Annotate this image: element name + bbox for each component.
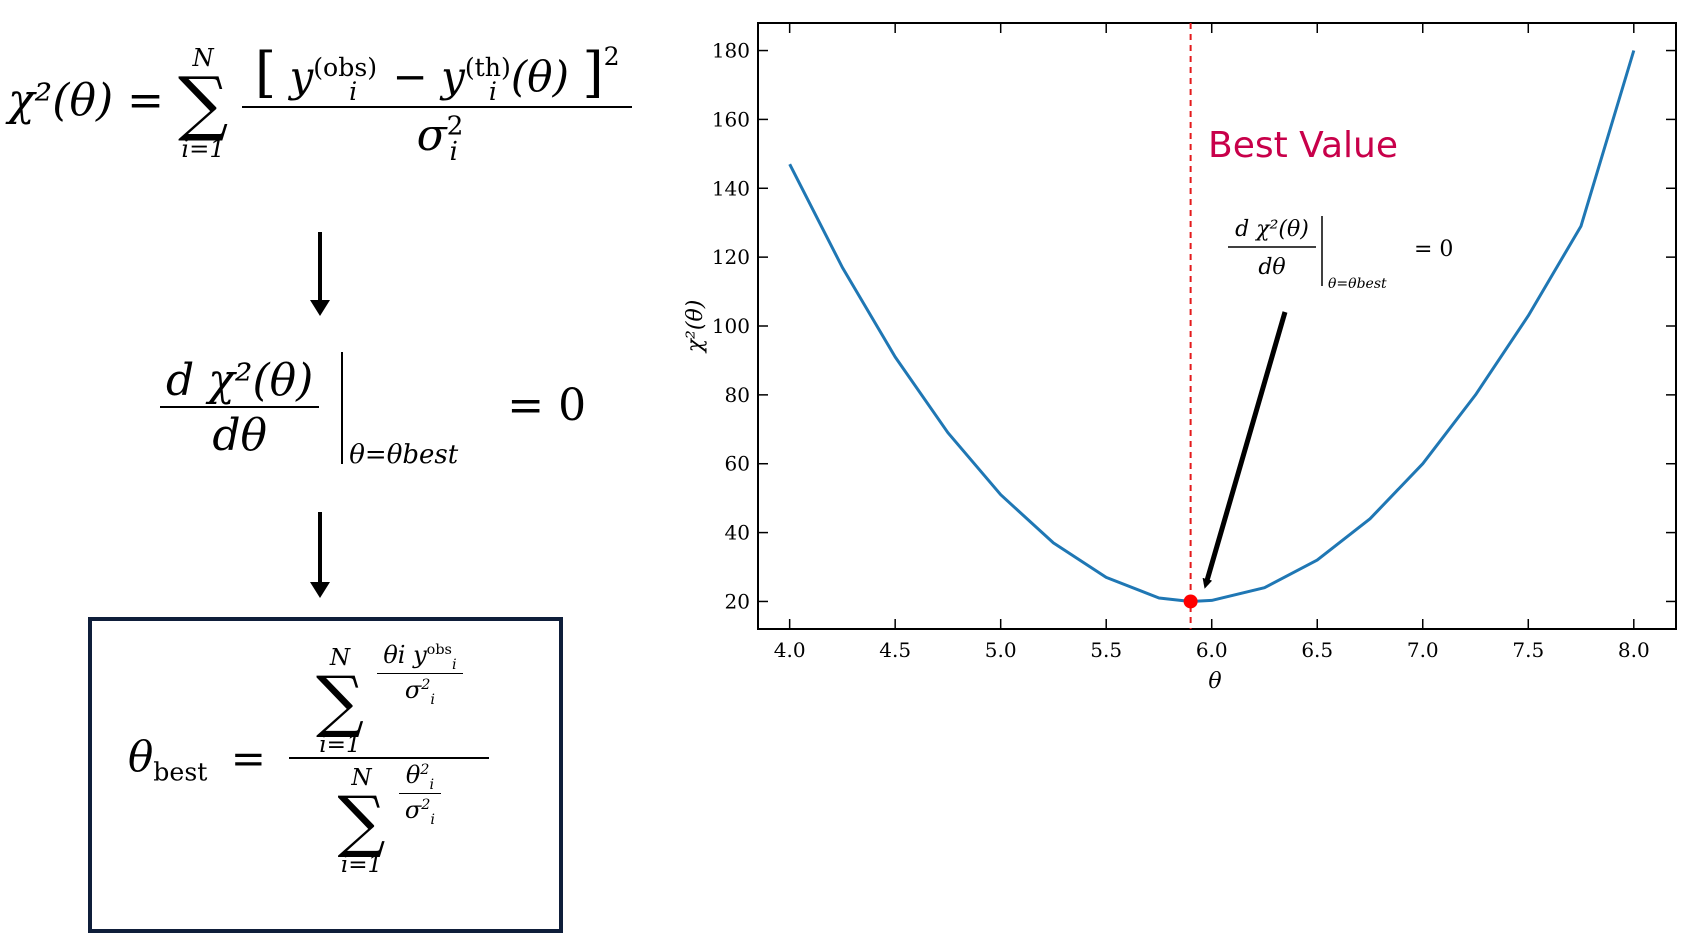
- annotation-eval-point: θ=θbest: [1328, 276, 1387, 292]
- y-tick-label: 140: [712, 176, 750, 200]
- chi2-numerator: [ y(obs)i − y(th)i (θ) ]2: [254, 40, 620, 107]
- sigma-symbol: ∑: [178, 62, 229, 145]
- result-box: θbest = N ∑ i=1 θi yobsi σ2i N ∑ i=1: [88, 617, 563, 933]
- best-fit-equation: θbest = N ∑ i=1 θi yobsi σ2i N ∑ i=1: [128, 641, 490, 877]
- best-fit-denominator: N ∑ i=1 θ2i σ2i: [289, 756, 490, 877]
- derivative-denominator: dθ: [160, 406, 320, 461]
- derivative-annotation: d χ²(θ) dθ θ=θbest = 0: [1228, 216, 1453, 292]
- y-axis-label: χ²(θ): [683, 300, 708, 355]
- derivative-rhs: = 0: [507, 379, 587, 431]
- annotation-rhs: = 0: [1414, 237, 1453, 262]
- derivative-numerator: d χ²(θ): [166, 355, 314, 406]
- y-tick-label: 120: [712, 245, 750, 269]
- x-tick-label: 4.0: [774, 638, 806, 662]
- chi2-fraction: [ y(obs)i − y(th)i (θ) ]2 σ2i: [242, 40, 633, 167]
- x-tick-label: 6.0: [1196, 638, 1228, 662]
- derivative-fraction: d χ²(θ) dθ: [160, 355, 320, 461]
- best-value-point: [1183, 594, 1198, 609]
- chi2-lhs: χ²(θ): [8, 75, 114, 127]
- chi2-definition: χ²(θ) = N ∑ i=1 [ y(obs)i − y(th)i (θ) ]2…: [8, 40, 633, 167]
- x-tick-label: 5.0: [985, 638, 1017, 662]
- y-tick-label: 80: [725, 383, 750, 407]
- down-arrow-1: [310, 232, 330, 316]
- x-tick-label: 7.5: [1512, 638, 1544, 662]
- sum-lower-limit: i=1: [181, 135, 225, 164]
- best-fit-numerator: N ∑ i=1 θi yobsi σ2i: [289, 641, 489, 757]
- x-tick-label: 5.5: [1090, 638, 1122, 662]
- x-axis-ticks: 4.0 4.5 5.0 5.5 6.0 6.5 7.0 7.5 8.0: [774, 23, 1650, 662]
- best-value-label: Best Value: [1208, 125, 1398, 166]
- x-tick-label: 7.0: [1407, 638, 1439, 662]
- sum-upper-limit: N: [192, 43, 214, 72]
- chi2-denominator: σ2i: [242, 106, 633, 167]
- y-tick-label: 20: [725, 589, 750, 613]
- evaluation-bar: θ=θbest: [341, 352, 458, 470]
- y-tick-label: 160: [712, 107, 750, 131]
- annotation-arrow: [1202, 311, 1288, 589]
- annotation-denominator: dθ: [1258, 255, 1285, 280]
- evaluation-point: θ=θbest: [349, 440, 459, 470]
- x-tick-label: 4.5: [879, 638, 911, 662]
- summation: N ∑ i=1: [178, 46, 228, 161]
- equals-sign-2: =: [230, 734, 266, 784]
- y-tick-label: 60: [725, 452, 750, 476]
- annotation-numerator: d χ²(θ): [1235, 217, 1309, 242]
- derivative-condition: d χ²(θ) dθ θ=θbest = 0: [160, 352, 587, 470]
- chi2-curve: [788, 50, 1636, 603]
- best-fit-fraction: N ∑ i=1 θi yobsi σ2i N ∑ i=1 θ2i σ2i: [289, 641, 490, 877]
- x-axis-label: θ: [1208, 669, 1221, 694]
- y-tick-label: 180: [712, 39, 750, 63]
- x-tick-label: 6.5: [1301, 638, 1333, 662]
- x-tick-label: 8.0: [1618, 638, 1650, 662]
- down-arrow-2: [310, 512, 330, 598]
- y-tick-label: 40: [725, 521, 750, 545]
- y-axis-ticks: 20 40 60 80 100 120 140 160 180: [712, 39, 1676, 613]
- theta-best-symbol: θbest: [128, 731, 208, 786]
- equals-sign: =: [127, 75, 164, 127]
- y-tick-label: 100: [712, 314, 750, 338]
